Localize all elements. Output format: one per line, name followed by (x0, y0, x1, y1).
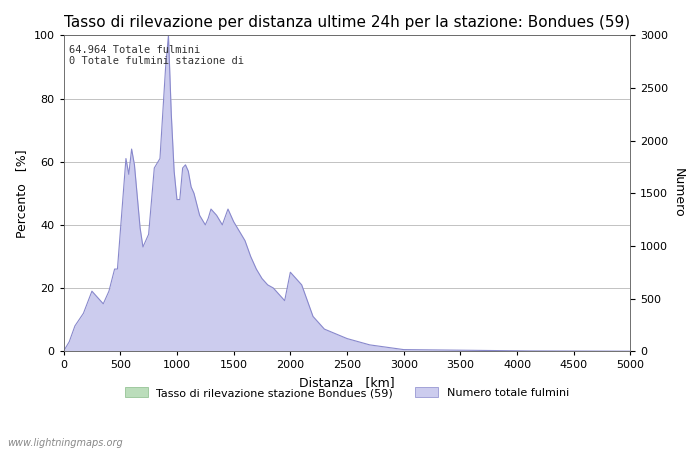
Y-axis label: Percento   [%]: Percento [%] (15, 149, 28, 238)
Y-axis label: Numero: Numero (672, 168, 685, 218)
Text: www.lightningmaps.org: www.lightningmaps.org (7, 437, 122, 447)
Text: 64.964 Totale fulmini
0 Totale fulmini stazione di: 64.964 Totale fulmini 0 Totale fulmini s… (69, 45, 244, 67)
X-axis label: Distanza   [km]: Distanza [km] (299, 376, 395, 389)
Legend: Tasso di rilevazione stazione Bondues (59), Numero totale fulmini: Tasso di rilevazione stazione Bondues (5… (121, 383, 573, 402)
Title: Tasso di rilevazione per distanza ultime 24h per la stazione: Bondues (59): Tasso di rilevazione per distanza ultime… (64, 15, 630, 30)
